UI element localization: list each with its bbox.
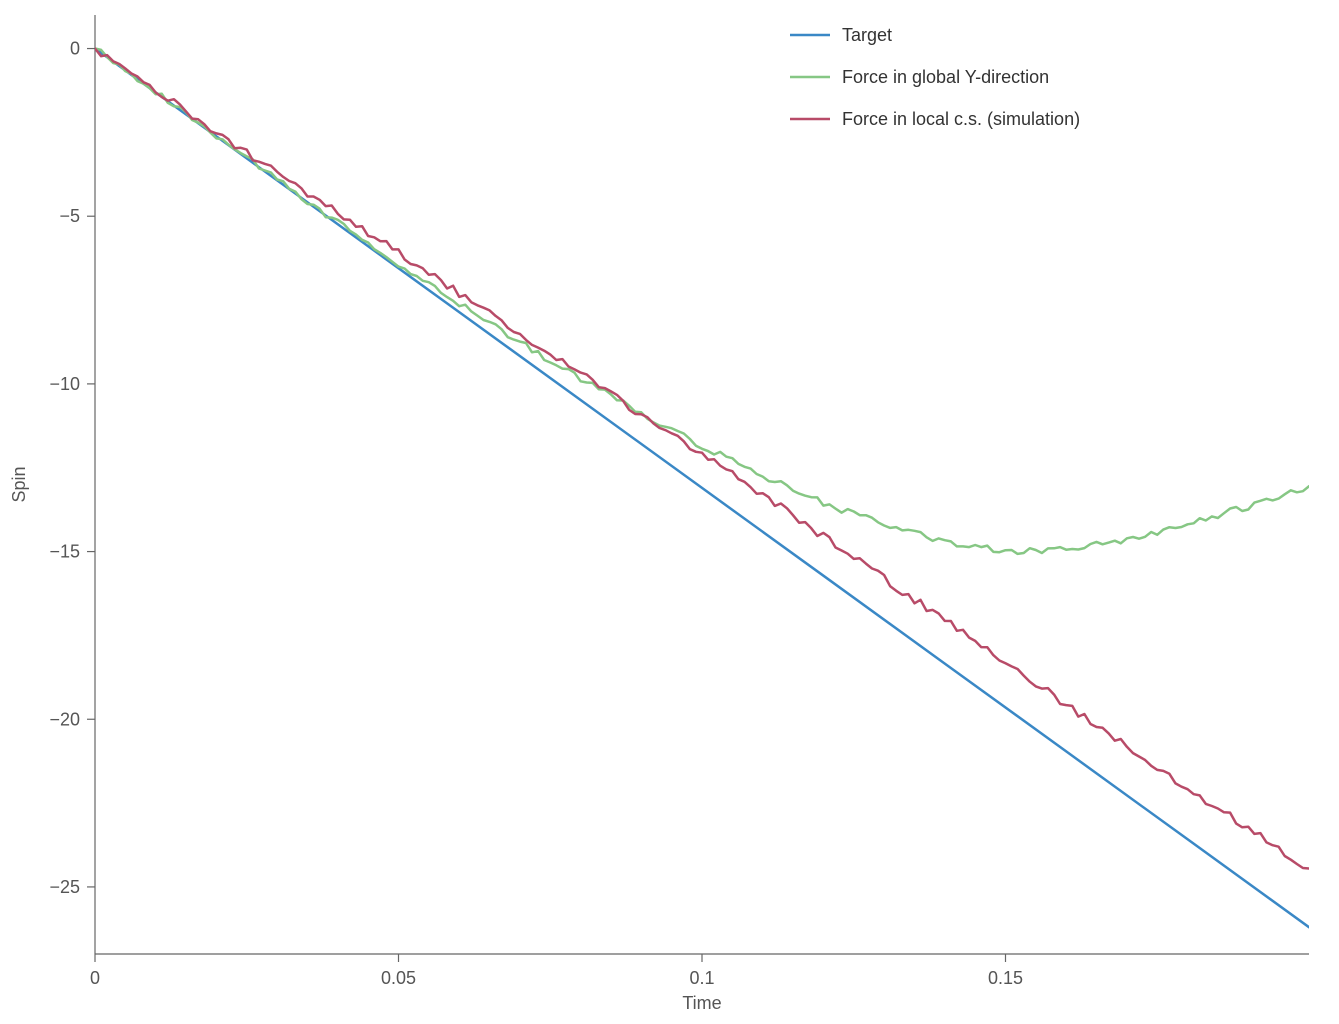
- x-axis-label: Time: [682, 993, 721, 1013]
- x-tick-label: 0.05: [381, 968, 416, 988]
- legend-label-2: Force in local c.s. (simulation): [842, 109, 1080, 129]
- x-tick-label: 0.15: [988, 968, 1023, 988]
- y-tick-label: −5: [59, 206, 80, 226]
- x-tick-label: 0.1: [689, 968, 714, 988]
- y-tick-label: 0: [70, 39, 80, 59]
- y-tick-label: −15: [49, 542, 80, 562]
- y-tick-label: −25: [49, 877, 80, 897]
- y-tick-label: −20: [49, 709, 80, 729]
- y-tick-label: −10: [49, 374, 80, 394]
- legend-label-0: Target: [842, 25, 892, 45]
- line-chart: 0 0.05 0.1 0.15 0 −5 −10 −15 −20 −25 Time Spin Targe…: [0, 0, 1339, 1024]
- chart-background: [0, 0, 1339, 1024]
- y-axis-label: Spin: [9, 466, 29, 502]
- x-tick-label: 0: [90, 968, 100, 988]
- legend-label-1: Force in global Y-direction: [842, 67, 1049, 87]
- chart-container: 0 0.05 0.1 0.15 0 −5 −10 −15 −20 −25 Time Spin Targe…: [0, 0, 1339, 1024]
